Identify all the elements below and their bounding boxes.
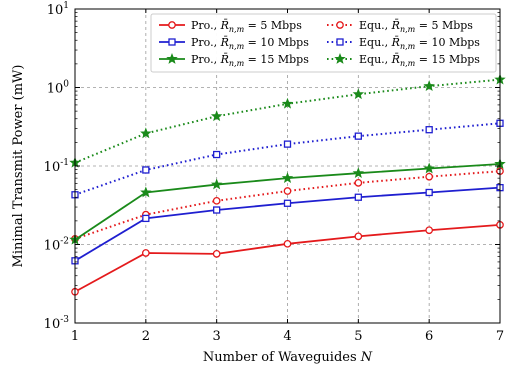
data-point bbox=[425, 172, 434, 181]
data-point bbox=[283, 199, 292, 207]
data-point bbox=[281, 97, 294, 109]
x-tick-label: 1 bbox=[71, 329, 79, 344]
x-tick-label: 5 bbox=[354, 329, 362, 344]
data-point bbox=[354, 132, 362, 140]
data-point bbox=[210, 110, 223, 122]
data-point bbox=[354, 193, 362, 201]
x-tick-label: 6 bbox=[425, 329, 433, 344]
series-line bbox=[74, 78, 501, 164]
data-point bbox=[352, 167, 365, 179]
data-point bbox=[140, 127, 152, 139]
legend-entry: Pro., R̄n,m = 5 Mbps bbox=[159, 19, 302, 34]
legend-label: Equ., R̄n,m = 10 Mbps bbox=[359, 36, 480, 51]
legend-entry: Pro., R̄n,m = 10 Mbps bbox=[159, 36, 309, 51]
data-point bbox=[213, 150, 221, 159]
data-point bbox=[352, 88, 365, 100]
legend-label: Equ., R̄n,m = 5 Mbps bbox=[359, 19, 473, 34]
data-point bbox=[283, 187, 292, 195]
data-point bbox=[423, 80, 435, 92]
y-tick-label: 10-1 bbox=[44, 158, 69, 175]
legend-marker bbox=[334, 52, 346, 64]
x-tick-label: 3 bbox=[213, 329, 221, 344]
data-point bbox=[140, 186, 152, 198]
data-point bbox=[212, 196, 221, 205]
data-point bbox=[283, 140, 292, 148]
legend-marker bbox=[168, 21, 176, 29]
data-point bbox=[210, 178, 223, 190]
data-point bbox=[213, 206, 221, 214]
data-point bbox=[354, 179, 363, 187]
legend-label: Equ., R̄n,m = 15 Mbps bbox=[359, 53, 480, 68]
legend-entry: Equ., R̄n,m = 5 Mbps bbox=[327, 19, 473, 34]
data-point bbox=[425, 188, 433, 197]
legend-label: Pro., R̄n,m = 15 Mbps bbox=[191, 53, 309, 68]
legend-marker bbox=[336, 38, 344, 46]
x-axis-title: Number of Waveguides N bbox=[203, 350, 373, 365]
y-tick-label: 100 bbox=[47, 80, 70, 97]
x-tick-label: 2 bbox=[142, 329, 150, 344]
legend: Pro., R̄n,m = 5 Mbps Equ., R̄n,m = 5 Mbps… bbox=[150, 13, 497, 73]
series-5 bbox=[69, 158, 506, 245]
data-point bbox=[281, 172, 294, 184]
data-point bbox=[423, 162, 435, 174]
data-point bbox=[141, 249, 150, 257]
data-point bbox=[283, 239, 292, 248]
legend-box bbox=[150, 13, 497, 73]
y-tick-label: 10-2 bbox=[44, 237, 69, 254]
y-tick-label: 10-3 bbox=[44, 315, 70, 332]
x-tick-label: 4 bbox=[283, 329, 291, 344]
legend-entry: Pro., R̄n,m = 15 Mbps bbox=[159, 53, 309, 68]
legend-entry: Equ., R̄n,m = 15 Mbps bbox=[327, 53, 480, 68]
legend-marker bbox=[336, 21, 344, 29]
data-point bbox=[142, 214, 150, 223]
axes-ticks: 1 2 3 4 5 6 7 10-3 10-2 10-1 100 101 bbox=[44, 1, 504, 344]
legend-marker bbox=[168, 38, 176, 46]
x-tick-label: 7 bbox=[496, 329, 504, 344]
data-point bbox=[212, 250, 221, 258]
y-tick-label: 101 bbox=[47, 1, 69, 18]
legend-marker bbox=[166, 52, 178, 64]
data-point bbox=[425, 126, 433, 134]
data-point bbox=[425, 226, 434, 235]
data-point bbox=[354, 232, 363, 241]
legend-label: Pro., R̄n,m = 5 Mbps bbox=[191, 19, 302, 34]
data-point bbox=[142, 166, 150, 174]
y-axis-title: Minimal Transmit Power (mW) bbox=[11, 65, 26, 268]
legend-entry: Equ., R̄n,m = 10 Mbps bbox=[327, 36, 480, 51]
legend-label: Pro., R̄n,m = 10 Mbps bbox=[191, 36, 309, 51]
